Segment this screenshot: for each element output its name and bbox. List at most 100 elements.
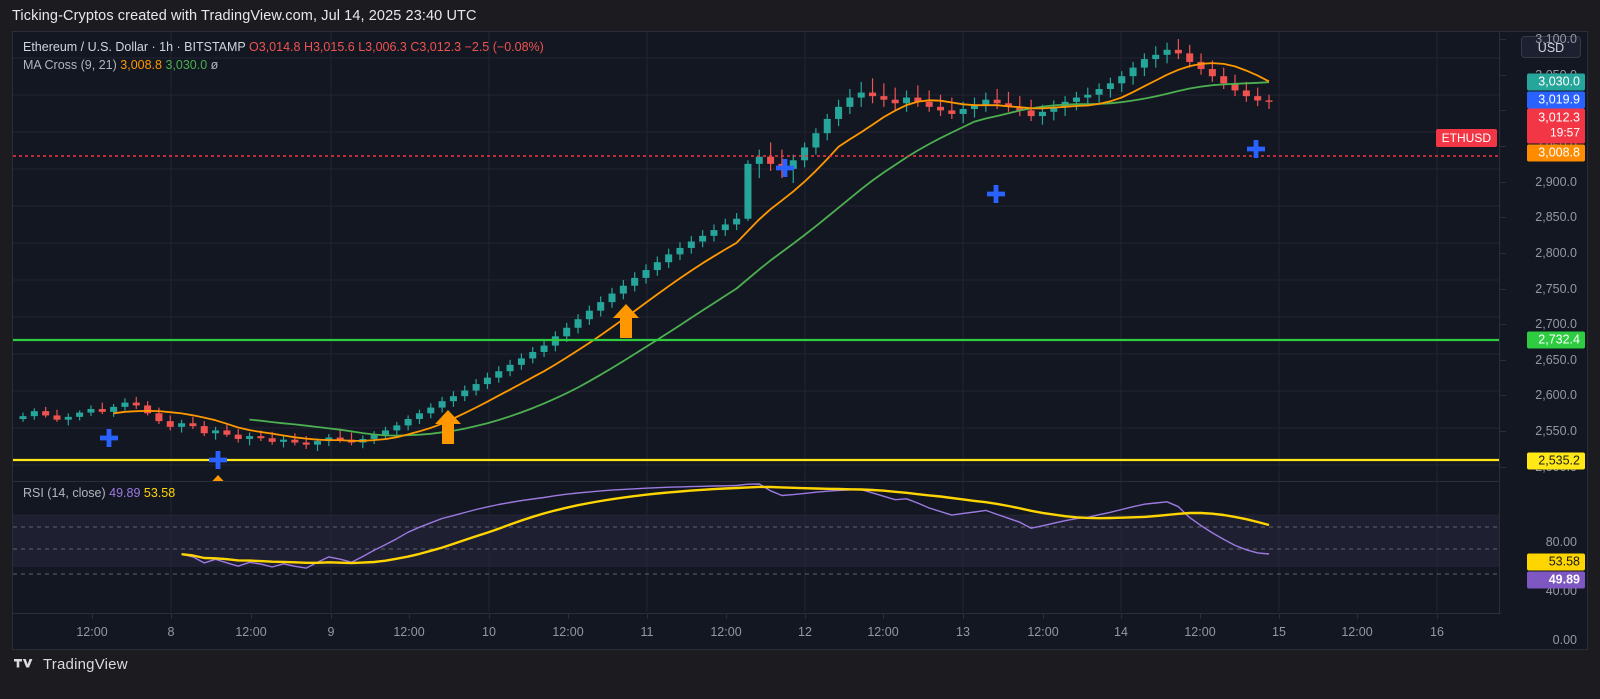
rsi-chart-svg	[13, 482, 1501, 612]
rsi-tick-80: 80.00	[1545, 535, 1577, 549]
price-tick-26000: 2,600.0	[1535, 388, 1577, 402]
time-tick-13: 14	[1114, 625, 1128, 639]
tradingview-logo[interactable]: TradingView	[14, 656, 128, 673]
ma-slow-price-tag: 3,030.0	[1527, 73, 1585, 91]
time-tick-4: 12:00	[393, 625, 425, 639]
rsi-ma-tag: 53.58	[1527, 553, 1585, 571]
price-pane[interactable]: Ethereum / U.S. Dollar · 1h · BITSTAMP O…	[13, 32, 1501, 481]
candlestick-series	[19, 39, 1273, 452]
price-tick-mark	[1500, 431, 1506, 432]
price-tick-mark	[1500, 467, 1506, 468]
price-tick-25500: 2,550.0	[1535, 424, 1577, 438]
chart-frame: Ethereum / U.S. Dollar · 1h · BITSTAMP O…	[12, 31, 1588, 650]
rsi-legend[interactable]: RSI (14, close) 49.89 53.58	[23, 486, 175, 500]
time-tick-mark	[1437, 614, 1438, 619]
time-tick-2: 12:00	[235, 625, 267, 639]
time-tick-1: 8	[167, 625, 175, 639]
price-tick-29000: 2,900.0	[1535, 175, 1577, 189]
symbol-badge: ETHUSD	[1435, 129, 1497, 147]
time-tick-7: 11	[640, 625, 654, 639]
price-chart-svg	[13, 32, 1501, 481]
time-tick-mark	[409, 614, 410, 619]
price-tick-mark	[1500, 75, 1506, 76]
time-tick-mark	[963, 614, 964, 619]
time-tick-mark	[1357, 614, 1358, 619]
watermark-title: Ticking-Cryptos created with TradingView…	[12, 8, 477, 24]
time-tick-3: 9	[327, 625, 335, 639]
buy-arrow-1[interactable]	[205, 475, 231, 481]
time-tick-mark	[568, 614, 569, 619]
time-tick-mark	[331, 614, 332, 619]
blue-level-price-tag: 3,019.9	[1527, 91, 1585, 109]
time-tick-mark	[647, 614, 648, 619]
time-tick-16: 12:00	[1341, 625, 1373, 639]
ma-cross-marker-3[interactable]	[776, 159, 794, 177]
support-price-tag[interactable]: 2,535.2	[1527, 452, 1585, 470]
time-tick-0: 12:00	[76, 625, 108, 639]
time-tick-mark	[883, 614, 884, 619]
time-tick-mark	[1043, 614, 1044, 619]
price-tick-27000: 2,700.0	[1535, 317, 1577, 331]
price-tick-mark	[1500, 146, 1506, 147]
price-tick-mark	[1500, 110, 1506, 111]
last-price-value: 3,012.3	[1538, 110, 1580, 125]
price-tick-27500: 2,750.0	[1535, 282, 1577, 296]
time-tick-8: 12:00	[710, 625, 742, 639]
price-tick-mark	[1500, 395, 1506, 396]
price-tick-28000: 2,800.0	[1535, 246, 1577, 260]
ma-cross-marker-1[interactable]	[100, 429, 118, 447]
rsi-legend-name: RSI (14, close)	[23, 486, 106, 500]
time-tick-11: 13	[956, 625, 970, 639]
price-tick-mark	[1500, 360, 1506, 361]
time-tick-mark	[805, 614, 806, 619]
time-tick-mark	[251, 614, 252, 619]
rsi-tick-0: 0.00	[1552, 633, 1577, 647]
last-price-tag: 3,012.3 19:57	[1527, 108, 1585, 144]
time-tick-6: 12:00	[552, 625, 584, 639]
rsi-legend-ma-value: 53.58	[143, 486, 176, 500]
price-gridlines	[13, 57, 1501, 466]
time-tick-mark	[489, 614, 490, 619]
price-tick-31000: 3,100.0	[1535, 32, 1577, 46]
ma-cross-marker-4[interactable]	[987, 185, 1005, 203]
ma-cross-marker-2[interactable]	[209, 451, 227, 469]
rsi-value-tag: 49.89	[1527, 571, 1585, 589]
buy-arrow-2[interactable]	[435, 410, 461, 444]
rsi-ma-line	[181, 485, 1270, 565]
rsi-pane[interactable]: RSI (14, close) 49.89 53.58	[13, 482, 1501, 612]
time-tick-mark	[171, 614, 172, 619]
price-tick-mark	[1500, 182, 1506, 183]
time-axis[interactable]: 12:00 8 12:00 9 12:00 10 12:00 11 12:00 12 12:00 13…	[13, 613, 1501, 649]
time-tick-15: 15	[1272, 625, 1286, 639]
tradingview-logo-text: TradingView	[43, 656, 128, 673]
ma-fast-line	[113, 62, 1270, 442]
price-tick-mark	[1500, 324, 1506, 325]
ma-fast-price-tag: 3,008.8	[1527, 144, 1585, 162]
time-tick-mark	[1200, 614, 1201, 619]
time-tick-17: 16	[1430, 625, 1444, 639]
pane-separator[interactable]	[13, 481, 1501, 482]
tradingview-logo-icon	[14, 659, 33, 668]
time-tick-mark	[1279, 614, 1280, 619]
currency-button[interactable]: USD	[1521, 36, 1581, 58]
rsi-gridlines	[13, 482, 1501, 612]
resistance-price-tag[interactable]: 2,732.4	[1527, 331, 1585, 349]
rsi-level-lines	[13, 526, 1501, 575]
price-tick-mark	[1500, 253, 1506, 254]
time-tick-12: 12:00	[1027, 625, 1059, 639]
bar-countdown: 19:57	[1549, 125, 1580, 140]
ma-slow-line	[249, 81, 1270, 437]
price-axis[interactable]: USD 3,100.03,050.03,000.02,950.02,900.02…	[1435, 32, 1587, 649]
price-tick-mark	[1500, 39, 1506, 40]
price-tick-mark	[1500, 289, 1506, 290]
rsi-band	[13, 515, 1501, 567]
ma-cross-marker-5[interactable]	[1247, 140, 1265, 158]
time-tick-mark	[1121, 614, 1122, 619]
price-tick-mark	[1500, 217, 1506, 218]
price-tick-26500: 2,650.0	[1535, 353, 1577, 367]
time-tick-14: 12:00	[1184, 625, 1216, 639]
time-tick-9: 12	[798, 625, 812, 639]
buy-arrow-3[interactable]	[613, 304, 639, 338]
time-gridlines	[170, 32, 1438, 481]
price-tick-28500: 2,850.0	[1535, 210, 1577, 224]
